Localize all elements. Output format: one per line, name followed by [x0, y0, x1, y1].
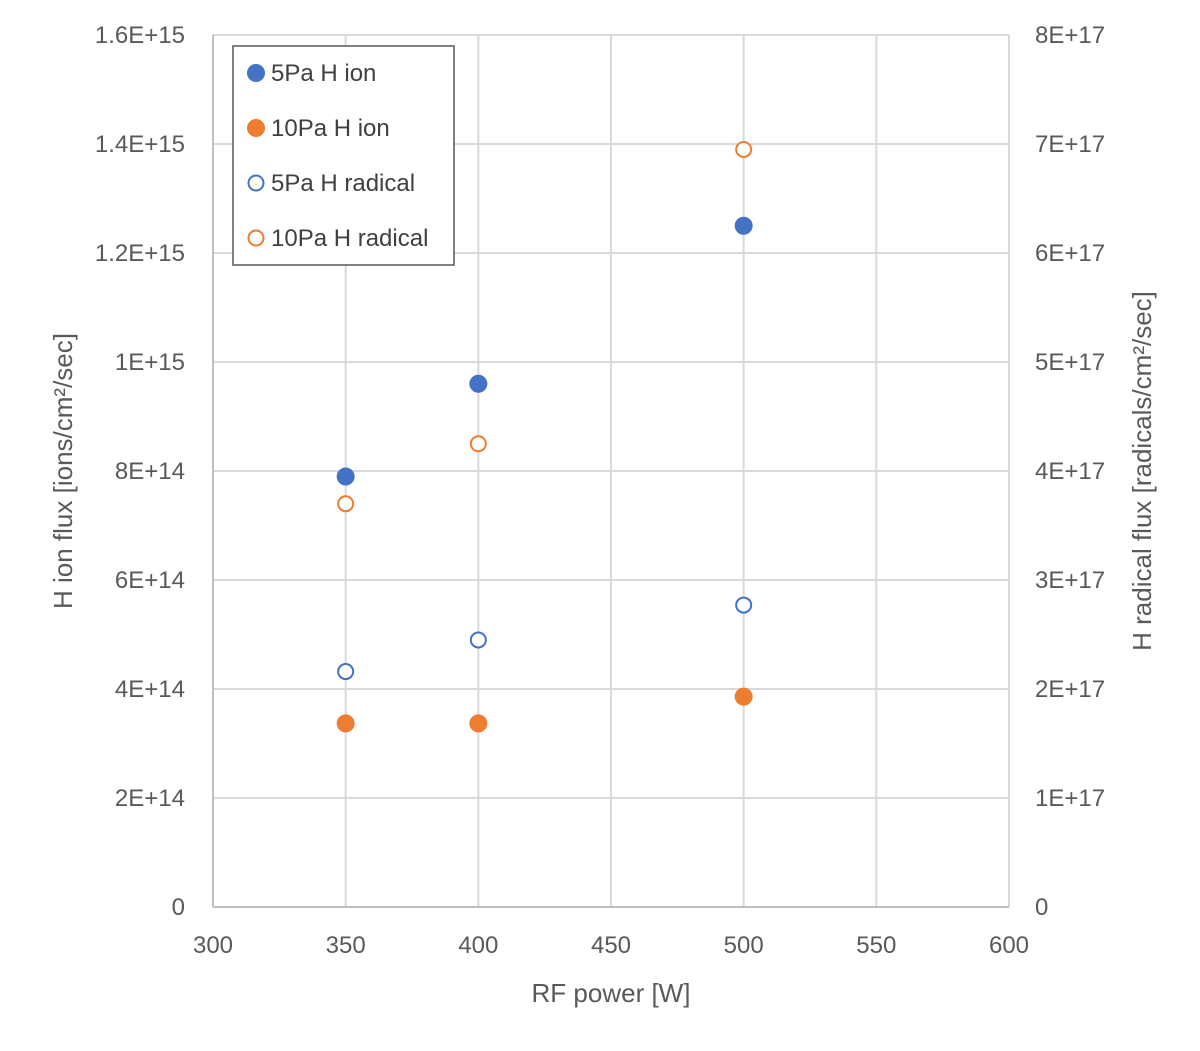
legend-label-5pa-h-radical: 5Pa H radical	[271, 170, 415, 197]
point-10pa-h-ion	[734, 687, 753, 706]
x-tick-label: 300	[193, 932, 233, 959]
legend-label-10pa-h-radical: 10Pa H radical	[271, 225, 428, 252]
x-tick-label: 400	[458, 932, 498, 959]
legend-label-10pa-h-ion: 10Pa H ion	[271, 115, 390, 142]
y-tick-label: 1.6E+15	[95, 22, 185, 49]
point-5pa-h-ion	[734, 216, 753, 235]
point-5pa-h-ion	[469, 374, 488, 393]
legend: 5Pa H ion 10Pa H ion 5Pa H radical 10Pa H r…	[232, 45, 455, 266]
x-tick-label: 550	[856, 932, 896, 959]
point-5pa-h-radical	[469, 631, 487, 649]
y2-axis-title: H radical flux [radicals/cm²/sec]	[1127, 291, 1157, 651]
y2-tick-label: 7E+17	[1035, 131, 1105, 158]
point-5pa-h-radical	[337, 663, 355, 681]
y2-tick-label: 6E+17	[1035, 240, 1105, 267]
tick-labels: 0 2E+14 4E+14 6E+14 8E+14 1E+15 1.2E+15 1.4E+15…	[95, 22, 1105, 959]
legend-marker-10pa-h-ion	[247, 119, 265, 137]
legend-label-5pa-h-ion: 5Pa H ion	[271, 60, 376, 87]
point-10pa-h-radical	[735, 140, 753, 158]
data-points	[336, 140, 753, 733]
x-tick-label: 500	[724, 932, 764, 959]
y-axis-title: H ion flux [ions/cm²/sec]	[48, 333, 78, 609]
y-tick-label: 4E+14	[115, 676, 185, 703]
point-5pa-h-radical	[735, 596, 753, 614]
legend-marker-5pa-h-radical	[247, 174, 265, 192]
legend-marker-5pa-h-ion	[247, 64, 265, 82]
y-tick-label: 1E+15	[115, 349, 185, 376]
axes	[212, 35, 1009, 908]
y2-tick-label: 2E+17	[1035, 676, 1105, 703]
legend-marker-10pa-h-radical	[247, 229, 265, 247]
x-tick-label: 450	[591, 932, 631, 959]
y-tick-label: 6E+14	[115, 567, 185, 594]
point-10pa-h-radical	[337, 495, 355, 513]
y-tick-label: 8E+14	[115, 458, 185, 485]
point-10pa-h-ion	[336, 714, 355, 733]
y2-tick-label: 4E+17	[1035, 458, 1105, 485]
x-axis-title: RF power [W]	[532, 978, 691, 1008]
x-tick-label: 600	[989, 932, 1029, 959]
point-10pa-h-radical	[469, 435, 487, 453]
point-10pa-h-ion	[469, 714, 488, 733]
y-tick-label: 1.2E+15	[95, 240, 185, 267]
y2-tick-label: 5E+17	[1035, 349, 1105, 376]
y2-tick-label: 1E+17	[1035, 785, 1105, 812]
legend-box	[232, 45, 455, 266]
y-tick-label: 2E+14	[115, 785, 185, 812]
y2-tick-label: 0	[1035, 894, 1048, 921]
y-tick-label: 0	[172, 894, 185, 921]
x-tick-label: 350	[326, 932, 366, 959]
y2-tick-label: 3E+17	[1035, 567, 1105, 594]
point-5pa-h-ion	[336, 467, 355, 486]
y-tick-label: 1.4E+15	[95, 131, 185, 158]
y2-tick-label: 8E+17	[1035, 22, 1105, 49]
